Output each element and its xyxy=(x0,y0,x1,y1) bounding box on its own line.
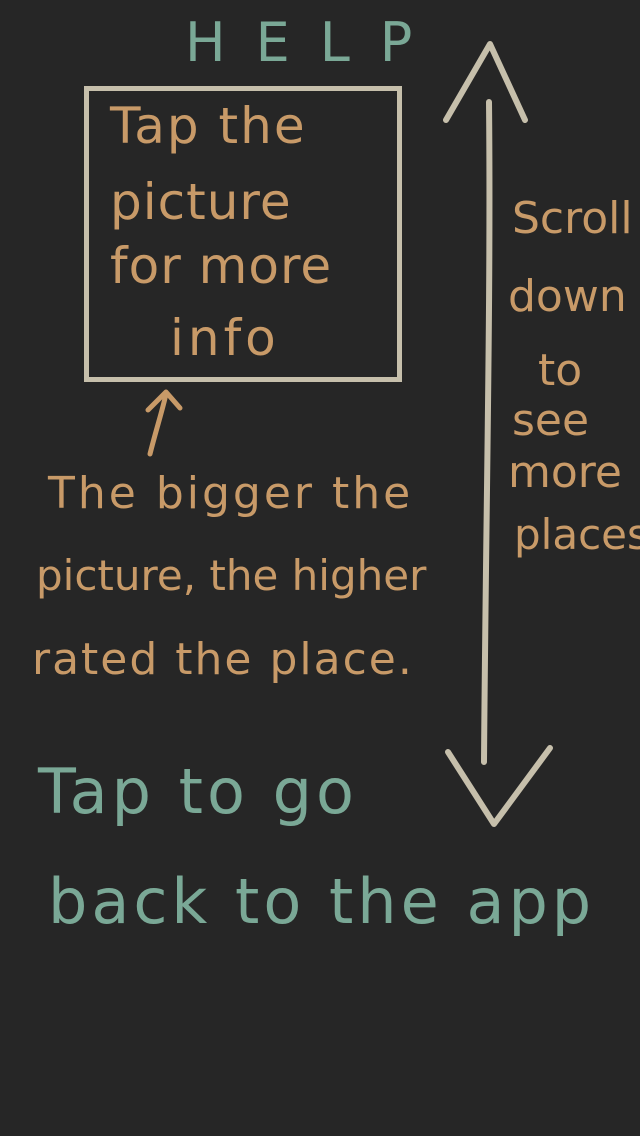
scroll-tip-line: to xyxy=(538,345,583,396)
picture-tip-line: info xyxy=(170,309,280,367)
pointer-up-arrow-icon xyxy=(145,389,183,457)
back-to-app-line[interactable]: back to the app xyxy=(48,865,596,938)
back-to-app-line[interactable]: Tap to go xyxy=(38,755,358,828)
scroll-tip-line: down xyxy=(508,271,627,322)
scroll-tip-line: see xyxy=(512,395,590,446)
help-title: HELP xyxy=(185,11,443,74)
scroll-double-arrow-icon xyxy=(443,41,553,827)
scroll-tip-line: places xyxy=(514,510,640,559)
scroll-tip-line: more xyxy=(508,447,622,498)
picture-tip-line: Tap the xyxy=(110,97,307,155)
scroll-tip-line: Scroll xyxy=(512,193,633,244)
picture-tip-box xyxy=(84,86,402,382)
size-tip-line: rated the place. xyxy=(32,634,414,685)
size-tip-line: picture, the higher xyxy=(36,551,427,600)
picture-tip-line: for more xyxy=(110,237,333,295)
size-tip-line: The bigger the xyxy=(48,468,414,519)
picture-tip-line: picture xyxy=(110,173,292,231)
